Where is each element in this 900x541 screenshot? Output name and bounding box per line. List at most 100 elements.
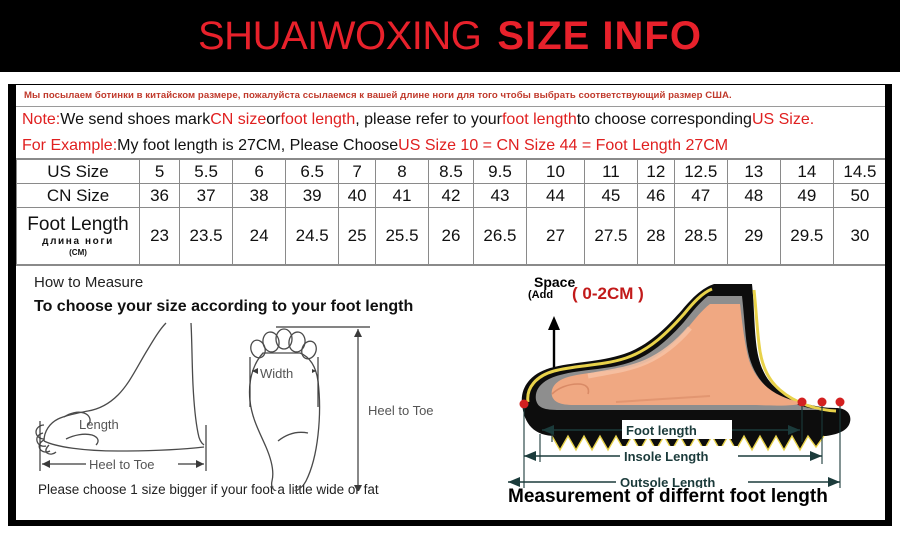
space-label: Space [534, 274, 576, 290]
size-table-cell: 7 [338, 159, 376, 184]
foot-toe-detail [551, 383, 590, 395]
measure-dot-heel-foot [797, 397, 807, 407]
size-table-cell: 5.5 [179, 159, 234, 184]
content-frame: Мы посылаем ботинки в китайском размере,… [8, 84, 892, 526]
note-line-1-seg-3: or [266, 111, 281, 128]
russian-note-text: Мы посылаем ботинки в китайском размере,… [24, 90, 732, 101]
size-table: US Size 5 5.5 6 6.5 7 8 8.5 9.5 10 11 12 12.5 13 14 14.… [15, 159, 888, 265]
shoe-yellow-rim-heel [752, 289, 837, 413]
size-table-cell: 9.5 [472, 159, 527, 184]
note-line-1-seg-6: foot length [501, 111, 577, 128]
size-table-cell: 28.5 [673, 207, 728, 265]
header-banner: SHUAIWOXING SIZE INFO [0, 0, 900, 72]
size-table-cell: 36 [139, 183, 181, 208]
size-table-cell: 8.5 [428, 159, 474, 184]
size-table-cell: 11 [583, 159, 638, 184]
size-table-cell: 43 [472, 183, 527, 208]
page-title: SIZE INFO [497, 13, 702, 58]
size-table-cell: 14.5 [832, 159, 888, 184]
foot-length-label-ru: длина ноги [42, 236, 114, 248]
size-table-row-label: CN Size [15, 183, 141, 208]
size-table-cell: 29 [726, 207, 781, 265]
foot-length-label-en: Foot Length [27, 214, 129, 236]
size-table-cell: 49 [779, 183, 834, 208]
width-label: Width [260, 366, 293, 381]
size-table-cell: 38 [232, 183, 287, 208]
size-table-cell: 47 [673, 183, 728, 208]
note-line-2: For Example: My foot length is 27CM, Ple… [16, 133, 887, 159]
width-arrow [249, 357, 319, 407]
note-line-2-seg-1: My foot length is 27CM, Please Choose [117, 136, 399, 154]
note-line-1-seg-0: Note: [22, 111, 61, 128]
size-table-row-label: Foot Length длина ноги (CM) [15, 207, 141, 265]
size-table-cell: 5 [139, 159, 181, 184]
foot-length-label-unit: (CM) [69, 247, 87, 257]
shoe-dimension-arrows: Foot length Insole Length [508, 420, 840, 488]
note-line-1: Note: We send shoes mark CN size or foot… [16, 107, 887, 133]
size-table-cell: 23 [139, 207, 181, 265]
note-line-1-seg-1: We send shoes mark [60, 111, 211, 128]
size-table-cell: 50 [832, 183, 888, 208]
how-to-measure-heading: How to Measure [34, 274, 144, 291]
measure-dot-heel-outsole [835, 397, 845, 407]
note-line-1-seg-4: foot length [280, 111, 356, 128]
insole-length-label: Insole Length [624, 449, 709, 464]
size-table-cell: 42 [428, 183, 474, 208]
size-table-cell: 27.5 [583, 207, 638, 265]
size-table-cell: 28 [636, 207, 675, 265]
bottom-advice-note: Please choose 1 size bigger if your foot… [38, 482, 379, 497]
shoe-cross-section-diagram [519, 284, 851, 488]
brand-name: SHUAIWOXING [198, 13, 482, 58]
size-table-cell: 48 [726, 183, 781, 208]
size-table-row: US Size 5 5.5 6 6.5 7 8 8.5 9.5 10 11 12 12.5 13 14 14.… [15, 159, 888, 184]
size-table-cell: 6 [232, 159, 287, 184]
size-table-row-label: US Size [15, 159, 141, 184]
size-table-row: CN Size 36 37 38 39 40 41 42 43 44 45 46 47 48 49 50 [15, 183, 888, 208]
sole-foot-outline [248, 328, 321, 491]
size-table-cell: 14 [779, 159, 834, 184]
length-label: Length [79, 417, 119, 432]
shoe-yellow-rim [526, 287, 713, 403]
heel-to-toe-label-side: Heel to Toe [89, 457, 155, 472]
size-table-cell: 25 [338, 207, 376, 265]
note-line-2-seg-0: For Example: [22, 136, 118, 154]
size-table-cell: 26.5 [472, 207, 527, 265]
size-table-cell: 37 [179, 183, 234, 208]
size-table-cell: 46 [636, 183, 675, 208]
size-table-cell: 12 [636, 159, 675, 184]
choose-size-line: To choose your size according to your fo… [34, 298, 414, 315]
outsole-length-label: Outsole Length [620, 475, 715, 488]
dimension-guides [523, 406, 841, 488]
foot-length-label: Foot length [626, 423, 697, 438]
foot-arch-shadow [615, 395, 711, 403]
russian-note-row: Мы посылаем ботинки в китайском размере,… [16, 85, 887, 107]
size-table-cell: 40 [338, 183, 376, 208]
note-line-1-seg-8: US Size. [751, 111, 815, 128]
size-table-cell: 27 [525, 207, 585, 265]
space-cm-value: ( 0-2CM ) [572, 284, 644, 303]
size-table-cell: 39 [285, 183, 340, 208]
note-line-1-seg-2: CN size [210, 111, 267, 128]
note-line-1-seg-7: to choose corresponding [576, 111, 752, 128]
foot-skin [551, 304, 804, 406]
size-table-cell: 8 [374, 159, 430, 184]
size-table-cell: 44 [525, 183, 585, 208]
foot-skin-highlight [587, 326, 692, 379]
size-table-cell: 13 [726, 159, 781, 184]
size-table-cell: 6.5 [285, 159, 340, 184]
heel-to-toe-label-sole: Heel to Toe [368, 403, 434, 418]
size-table-row: Foot Length длина ноги (CM) 23 23.5 24 24.5 25 2… [15, 207, 888, 265]
size-table-cell: 26 [428, 207, 474, 265]
size-table-cell: 24 [232, 207, 287, 265]
size-table-cell: 29.5 [779, 207, 834, 265]
measurement-caption: Measurement of differnt foot length [508, 486, 828, 507]
foot-measure-diagram: Length Heel to Toe [35, 322, 434, 491]
note-line-1-seg-5: , please refer to your [355, 111, 502, 128]
size-table-cell: 41 [374, 183, 430, 208]
note-line-2-seg-2: US Size 10 = CN Size 44 = Foot Length 27… [398, 136, 729, 154]
measure-area: How to Measure To choose your size accor… [16, 265, 887, 541]
heel-to-toe-arrow-sole [276, 326, 370, 491]
add-label: (Add [528, 289, 554, 301]
sole-tread [552, 436, 824, 450]
